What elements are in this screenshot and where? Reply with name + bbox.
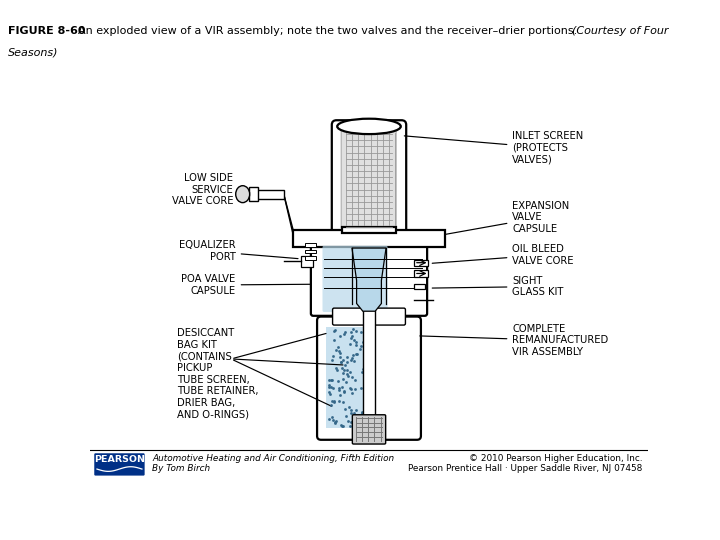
FancyBboxPatch shape bbox=[341, 129, 396, 230]
Text: DESICCANT
BAG KIT
(CONTAINS
PICKUP
TUBE SCREEN,
TUBE RETAINER,
DRIER BAG,
AND O-: DESICCANT BAG KIT (CONTAINS PICKUP TUBE … bbox=[177, 328, 258, 420]
Bar bbox=[254, 190, 284, 199]
Text: (Courtesy of Four: (Courtesy of Four bbox=[572, 26, 669, 36]
Text: By Tom Birch: By Tom Birch bbox=[152, 464, 210, 472]
FancyBboxPatch shape bbox=[94, 453, 145, 476]
Text: EQUALIZER
PORT: EQUALIZER PORT bbox=[179, 240, 298, 262]
Text: Seasons): Seasons) bbox=[8, 48, 58, 58]
FancyBboxPatch shape bbox=[352, 415, 386, 444]
Text: Pearson Prentice Hall · Upper Saddle River, NJ 07458: Pearson Prentice Hall · Upper Saddle Riv… bbox=[408, 464, 642, 472]
Polygon shape bbox=[326, 327, 366, 428]
Bar bbox=[305, 256, 316, 260]
Text: FIGURE 8-60: FIGURE 8-60 bbox=[8, 26, 86, 36]
Ellipse shape bbox=[235, 186, 250, 202]
Text: PEARSON: PEARSON bbox=[94, 455, 145, 464]
Bar bbox=[342, 226, 396, 233]
Bar bbox=[305, 249, 316, 253]
FancyBboxPatch shape bbox=[332, 120, 406, 237]
Text: OIL BLEED
VALVE CORE: OIL BLEED VALVE CORE bbox=[432, 244, 574, 266]
Bar bbox=[363, 309, 375, 434]
Text: INLET SCREEN
(PROTECTS
VALVES): INLET SCREEN (PROTECTS VALVES) bbox=[405, 131, 584, 165]
Text: POA VALVE
CAPSULE: POA VALVE CAPSULE bbox=[181, 274, 310, 296]
Bar bbox=[414, 284, 425, 289]
Bar bbox=[414, 271, 428, 276]
FancyBboxPatch shape bbox=[311, 242, 427, 316]
Bar bbox=[305, 244, 316, 247]
Text: © 2010 Pearson Higher Education, Inc.: © 2010 Pearson Higher Education, Inc. bbox=[469, 455, 642, 463]
Bar bbox=[249, 187, 258, 201]
Text: LOW SIDE
SERVICE
VALVE CORE: LOW SIDE SERVICE VALVE CORE bbox=[172, 173, 251, 206]
FancyBboxPatch shape bbox=[333, 308, 405, 325]
Bar bbox=[414, 260, 428, 266]
FancyBboxPatch shape bbox=[317, 316, 421, 440]
Bar bbox=[301, 256, 313, 267]
FancyBboxPatch shape bbox=[323, 246, 387, 312]
Text: SIGHT
GLASS KIT: SIGHT GLASS KIT bbox=[432, 276, 564, 298]
Polygon shape bbox=[352, 248, 386, 311]
Ellipse shape bbox=[337, 119, 401, 134]
Text: An exploded view of a VIR assembly; note the two valves and the receiver–drier p: An exploded view of a VIR assembly; note… bbox=[78, 26, 580, 36]
Text: EXPANSION
VALVE
CAPSULE: EXPANSION VALVE CAPSULE bbox=[428, 201, 570, 238]
Text: COMPLETE
REMANUFACTURED
VIR ASSEMBLY: COMPLETE REMANUFACTURED VIR ASSEMBLY bbox=[420, 324, 608, 357]
Bar bbox=[293, 230, 445, 247]
Text: Automotive Heating and Air Conditioning, Fifth Edition: Automotive Heating and Air Conditioning,… bbox=[152, 455, 394, 463]
